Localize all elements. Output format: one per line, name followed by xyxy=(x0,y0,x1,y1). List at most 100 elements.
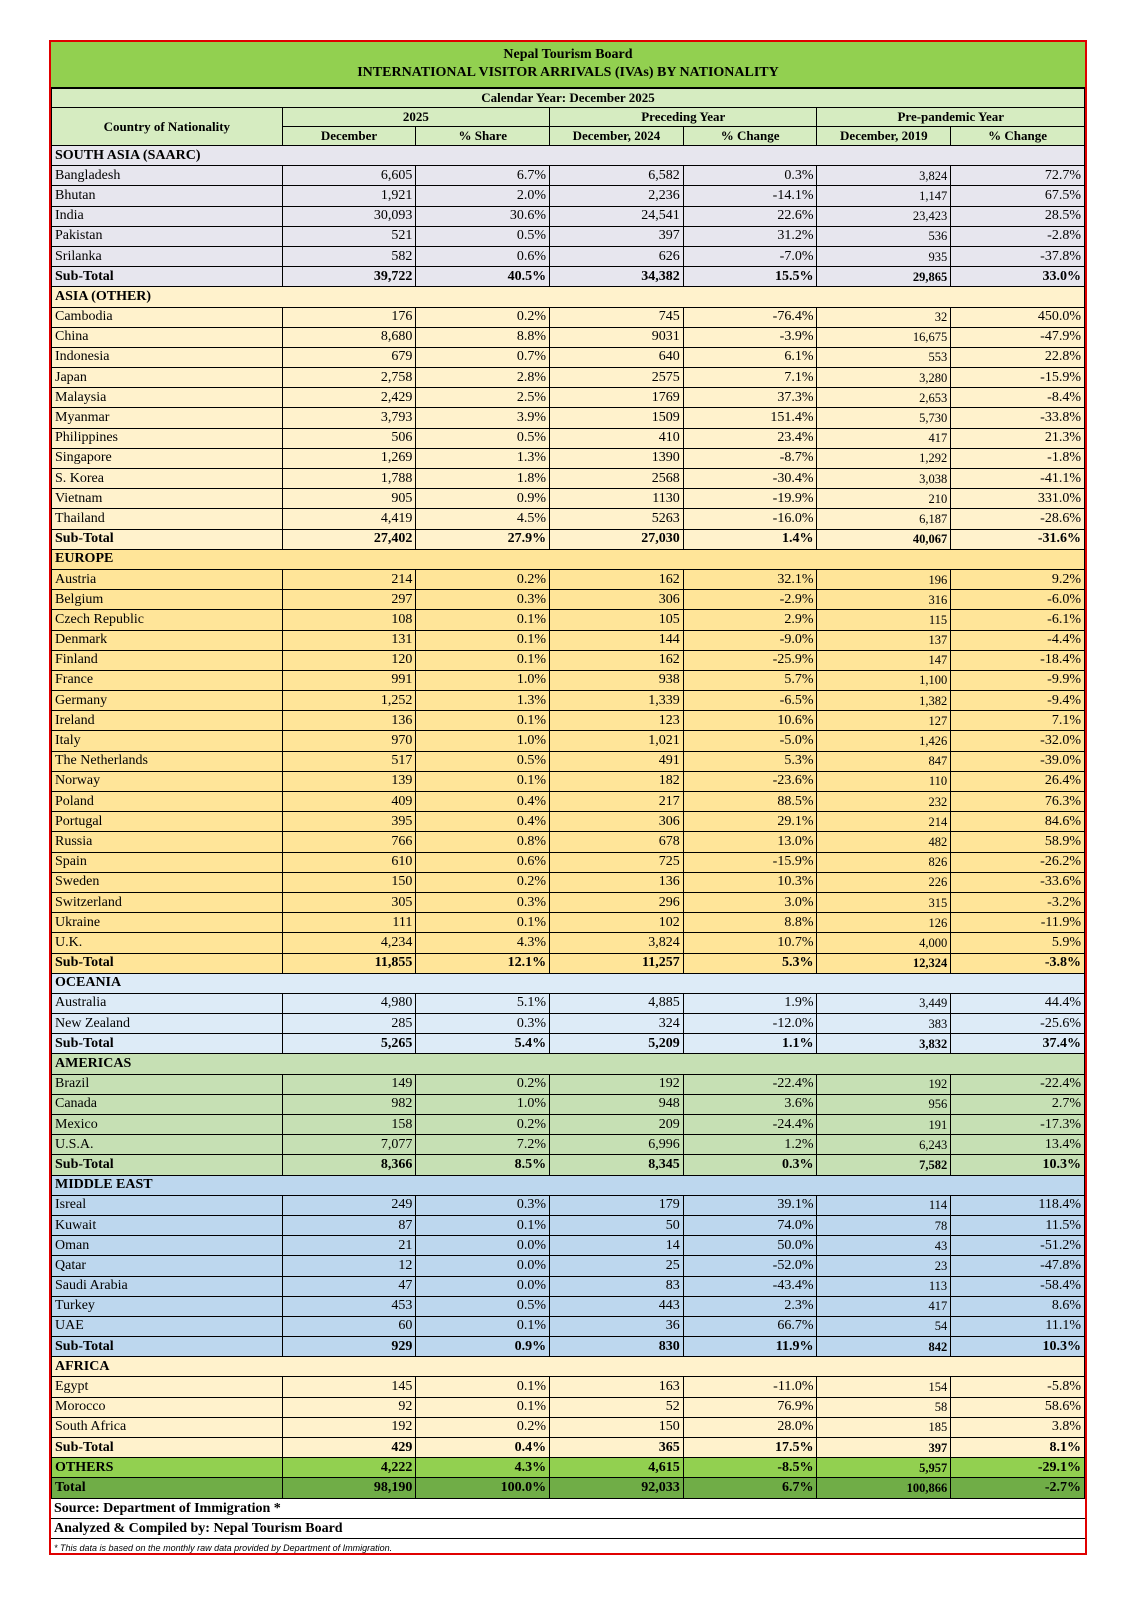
share-cell: 0.6% xyxy=(415,851,551,873)
country-cell: Vietnam xyxy=(51,488,283,510)
table-row: Morocco 92 0.1% 52 76.9% 58 58.6% xyxy=(51,1396,1085,1418)
share-cell: 0.1% xyxy=(415,710,551,732)
change-prepandemic-cell: 10.3% xyxy=(950,1154,1085,1176)
change-preceding-cell: -6.5% xyxy=(682,690,818,712)
december-2025-cell: 214 xyxy=(281,568,417,591)
december-2024-cell: 144 xyxy=(549,629,684,651)
change-prepandemic-cell: -22.4% xyxy=(950,1073,1085,1095)
december-2019-cell: 114 xyxy=(816,1194,952,1216)
december-2025-cell: 395 xyxy=(281,811,417,833)
country-cell: France xyxy=(51,669,283,692)
share-cell: 0.1% xyxy=(415,770,551,793)
change-prepandemic-cell: 26.4% xyxy=(950,770,1085,793)
report-title: Nepal Tourism Board INTERNATIONAL VISITO… xyxy=(51,42,1085,88)
share-cell: 8.8% xyxy=(415,326,551,348)
december-2025-cell: 92 xyxy=(281,1396,417,1418)
country-cell: Poland xyxy=(51,790,283,813)
december-2019-cell: 553 xyxy=(816,346,952,369)
change-prepandemic-cell: 11.5% xyxy=(950,1214,1085,1237)
table-row: Isreal 249 0.3% 179 39.1% 114 118.4% xyxy=(51,1194,1085,1216)
table-row: Poland 409 0.4% 217 88.5% 232 76.3% xyxy=(51,790,1085,813)
share-cell: 12.1% xyxy=(415,952,551,974)
december-2019-cell: 43 xyxy=(816,1235,952,1257)
december-2025-cell: 108 xyxy=(281,609,417,631)
change-preceding-cell: 2.9% xyxy=(682,609,818,631)
change-preceding-cell: -2.9% xyxy=(682,589,818,611)
table-row: U.K. 4,234 4.3% 3,824 10.7% 4,000 5.9% xyxy=(51,932,1085,954)
december-2025-cell: 136 xyxy=(281,710,417,732)
change-preceding-cell: 32.1% xyxy=(682,568,818,591)
table-row: Oman 21 0.0% 14 50.0% 43 -51.2% xyxy=(51,1235,1085,1257)
december-2019-cell: 383 xyxy=(816,1013,952,1035)
col-header-dec2019: December, 2019 xyxy=(816,126,952,146)
december-2025-cell: 149 xyxy=(281,1073,417,1095)
org-name: Nepal Tourism Board xyxy=(503,47,633,62)
change-prepandemic-cell: 44.4% xyxy=(950,992,1085,1015)
change-preceding-cell: -43.4% xyxy=(682,1275,818,1297)
change-preceding-cell: -30.4% xyxy=(682,467,818,490)
december-2019-cell: 5,730 xyxy=(816,407,952,429)
country-cell: Portugal xyxy=(51,811,283,833)
share-cell: 0.2% xyxy=(415,1416,551,1439)
december-2019-cell: 78 xyxy=(816,1214,952,1237)
share-cell: 0.5% xyxy=(415,750,551,772)
december-2025-cell: 982 xyxy=(281,1093,417,1116)
december-2024-cell: 92,033 xyxy=(549,1477,684,1499)
december-2019-cell: 29,865 xyxy=(816,266,952,288)
change-prepandemic-cell: 7.1% xyxy=(950,710,1085,732)
country-cell: Brazil xyxy=(51,1073,283,1095)
december-2025-cell: 766 xyxy=(281,831,417,853)
december-2019-cell: 3,038 xyxy=(816,467,952,490)
change-prepandemic-cell: 2.7% xyxy=(950,1093,1085,1116)
december-2024-cell: 36 xyxy=(549,1315,684,1338)
change-preceding-cell: 13.0% xyxy=(682,831,818,853)
december-2019-cell: 16,675 xyxy=(816,326,952,348)
december-2019-cell: 127 xyxy=(816,710,952,732)
december-2025-cell: 4,980 xyxy=(281,992,417,1015)
table-row: Vietnam 905 0.9% 1130 -19.9% 210 331.0% xyxy=(51,488,1085,510)
december-2019-cell: 826 xyxy=(816,851,952,873)
region-name: EUROPE xyxy=(51,548,1085,570)
region-name: ASIA (OTHER) xyxy=(51,286,1085,308)
december-2019-cell: 110 xyxy=(816,770,952,793)
share-cell: 0.2% xyxy=(415,306,551,328)
december-2025-cell: 47 xyxy=(281,1275,417,1297)
change-prepandemic-cell: -1.8% xyxy=(950,447,1085,470)
change-prepandemic-cell: 33.0% xyxy=(950,266,1085,288)
share-cell: 0.5% xyxy=(415,225,551,247)
share-cell: 30.6% xyxy=(415,205,551,227)
december-2019-cell: 210 xyxy=(816,488,952,510)
december-2025-cell: 582 xyxy=(281,245,417,268)
country-cell: Sub-Total xyxy=(51,1436,283,1459)
december-2024-cell: 163 xyxy=(549,1376,684,1398)
change-preceding-cell: 50.0% xyxy=(682,1235,818,1257)
group-header-prepandemic: Pre-pandemic Year xyxy=(816,107,1085,127)
share-cell: 40.5% xyxy=(415,266,551,288)
december-2019-cell: 417 xyxy=(816,1295,952,1317)
share-cell: 0.1% xyxy=(415,1396,551,1418)
change-preceding-cell: -14.1% xyxy=(682,185,818,207)
december-2024-cell: 182 xyxy=(549,770,684,793)
december-2024-cell: 491 xyxy=(549,750,684,772)
table-row: Portugal 395 0.4% 306 29.1% 214 84.6% xyxy=(51,811,1085,833)
arrivals-table: Calendar Year: December 2025 Country of … xyxy=(51,88,1085,1499)
change-prepandemic-cell: 118.4% xyxy=(950,1194,1085,1216)
change-prepandemic-cell: -58.4% xyxy=(950,1275,1085,1297)
change-prepandemic-cell: -29.1% xyxy=(950,1457,1085,1479)
country-cell: The Netherlands xyxy=(51,750,283,772)
change-preceding-cell: -25.9% xyxy=(682,649,818,671)
december-2024-cell: 209 xyxy=(549,1113,684,1136)
country-cell: Myanmar xyxy=(51,407,283,429)
country-cell: Cambodia xyxy=(51,306,283,328)
table-row: Qatar 12 0.0% 25 -52.0% 23 -47.8% xyxy=(51,1255,1085,1277)
december-2024-cell: 5,209 xyxy=(549,1033,684,1055)
table-row: Saudi Arabia 47 0.0% 83 -43.4% 113 -58.4% xyxy=(51,1275,1085,1297)
share-cell: 0.8% xyxy=(415,831,551,853)
country-cell: South Africa xyxy=(51,1416,283,1439)
country-cell: Kuwait xyxy=(51,1214,283,1237)
change-preceding-cell: -23.6% xyxy=(682,770,818,793)
share-cell: 0.5% xyxy=(415,1295,551,1317)
table-row: Mexico 158 0.2% 209 -24.4% 191 -17.3% xyxy=(51,1113,1085,1136)
december-2025-cell: 679 xyxy=(281,346,417,369)
change-preceding-cell: 1.2% xyxy=(682,1134,818,1156)
